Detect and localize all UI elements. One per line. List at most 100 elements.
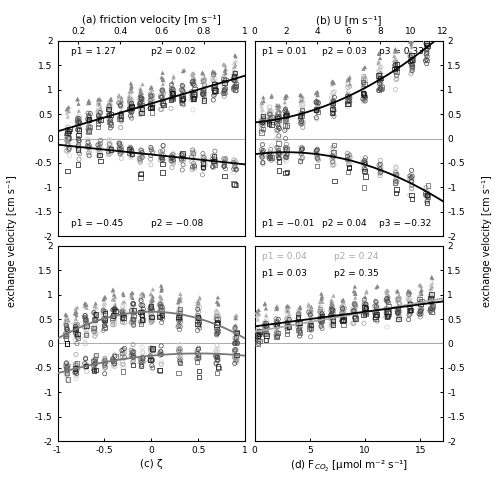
Point <box>296 328 304 335</box>
Point <box>178 83 186 91</box>
Point <box>119 364 127 372</box>
Point <box>330 110 338 118</box>
Point <box>274 110 281 118</box>
Point <box>136 354 144 362</box>
Point <box>297 102 305 109</box>
Point <box>339 297 347 305</box>
Point <box>210 71 218 79</box>
Point <box>222 165 230 173</box>
Point <box>214 316 222 323</box>
Point <box>252 334 260 342</box>
Point <box>328 158 336 166</box>
Point <box>74 96 82 104</box>
Point <box>156 302 164 310</box>
Point <box>118 103 126 111</box>
Point <box>382 287 390 295</box>
Point <box>104 97 112 105</box>
Point <box>105 107 113 115</box>
Point <box>406 291 413 298</box>
Point <box>62 312 70 320</box>
Point <box>415 292 423 299</box>
Point <box>275 114 283 121</box>
Point <box>259 118 267 125</box>
Point <box>214 355 222 363</box>
Point <box>360 307 368 314</box>
Point <box>148 85 156 93</box>
Point <box>284 321 292 329</box>
Point <box>148 90 156 98</box>
Point <box>318 324 326 332</box>
Point <box>179 67 187 75</box>
Point <box>138 153 146 161</box>
Point <box>284 319 292 327</box>
Point <box>127 107 135 115</box>
Point <box>194 314 202 321</box>
Point <box>330 177 338 185</box>
Point <box>282 108 290 116</box>
Point <box>168 84 176 92</box>
Point <box>84 116 92 124</box>
Point <box>418 306 426 313</box>
Point <box>232 57 240 65</box>
Point <box>119 308 127 315</box>
Point <box>258 99 266 107</box>
Point <box>298 119 306 126</box>
Point <box>423 60 431 67</box>
Point <box>212 306 220 314</box>
Point <box>82 355 90 363</box>
Point <box>262 323 270 331</box>
Point <box>120 298 128 306</box>
Point <box>362 310 370 318</box>
Point <box>391 59 399 67</box>
Point <box>346 151 354 159</box>
Point <box>408 67 416 75</box>
Point <box>274 139 282 147</box>
Point <box>83 331 91 338</box>
Point <box>274 110 282 118</box>
Point <box>118 353 126 361</box>
Point <box>64 129 72 136</box>
Point <box>128 114 136 122</box>
Point <box>168 78 176 86</box>
Point <box>64 316 72 323</box>
Point <box>312 148 320 156</box>
Point <box>168 88 175 95</box>
Point <box>146 105 154 112</box>
Point <box>84 122 92 130</box>
Point <box>314 106 322 113</box>
Point <box>350 320 358 327</box>
Point <box>392 179 400 187</box>
Point <box>75 145 83 153</box>
Point <box>260 94 268 101</box>
Point <box>298 118 306 125</box>
Point <box>273 119 281 127</box>
Point <box>63 325 71 333</box>
Point <box>340 321 347 329</box>
Point <box>283 116 291 123</box>
Point <box>157 300 165 308</box>
Point <box>199 91 207 98</box>
Point <box>86 115 94 122</box>
Point <box>62 332 70 340</box>
Point <box>273 317 281 325</box>
Point <box>351 300 359 308</box>
Point <box>157 287 165 295</box>
Point <box>168 94 176 101</box>
Point <box>96 151 104 159</box>
Point <box>85 127 93 134</box>
Point <box>148 293 156 300</box>
Point <box>83 320 91 327</box>
Point <box>268 92 276 99</box>
Point <box>96 112 104 120</box>
Point <box>112 308 120 315</box>
Point <box>284 321 292 329</box>
Point <box>376 71 384 79</box>
Point <box>72 322 80 330</box>
Point <box>130 299 138 307</box>
Point <box>74 131 82 139</box>
Point <box>395 314 403 321</box>
Point <box>198 171 206 179</box>
Point <box>75 155 83 163</box>
Point <box>422 40 430 48</box>
Point <box>168 92 175 99</box>
